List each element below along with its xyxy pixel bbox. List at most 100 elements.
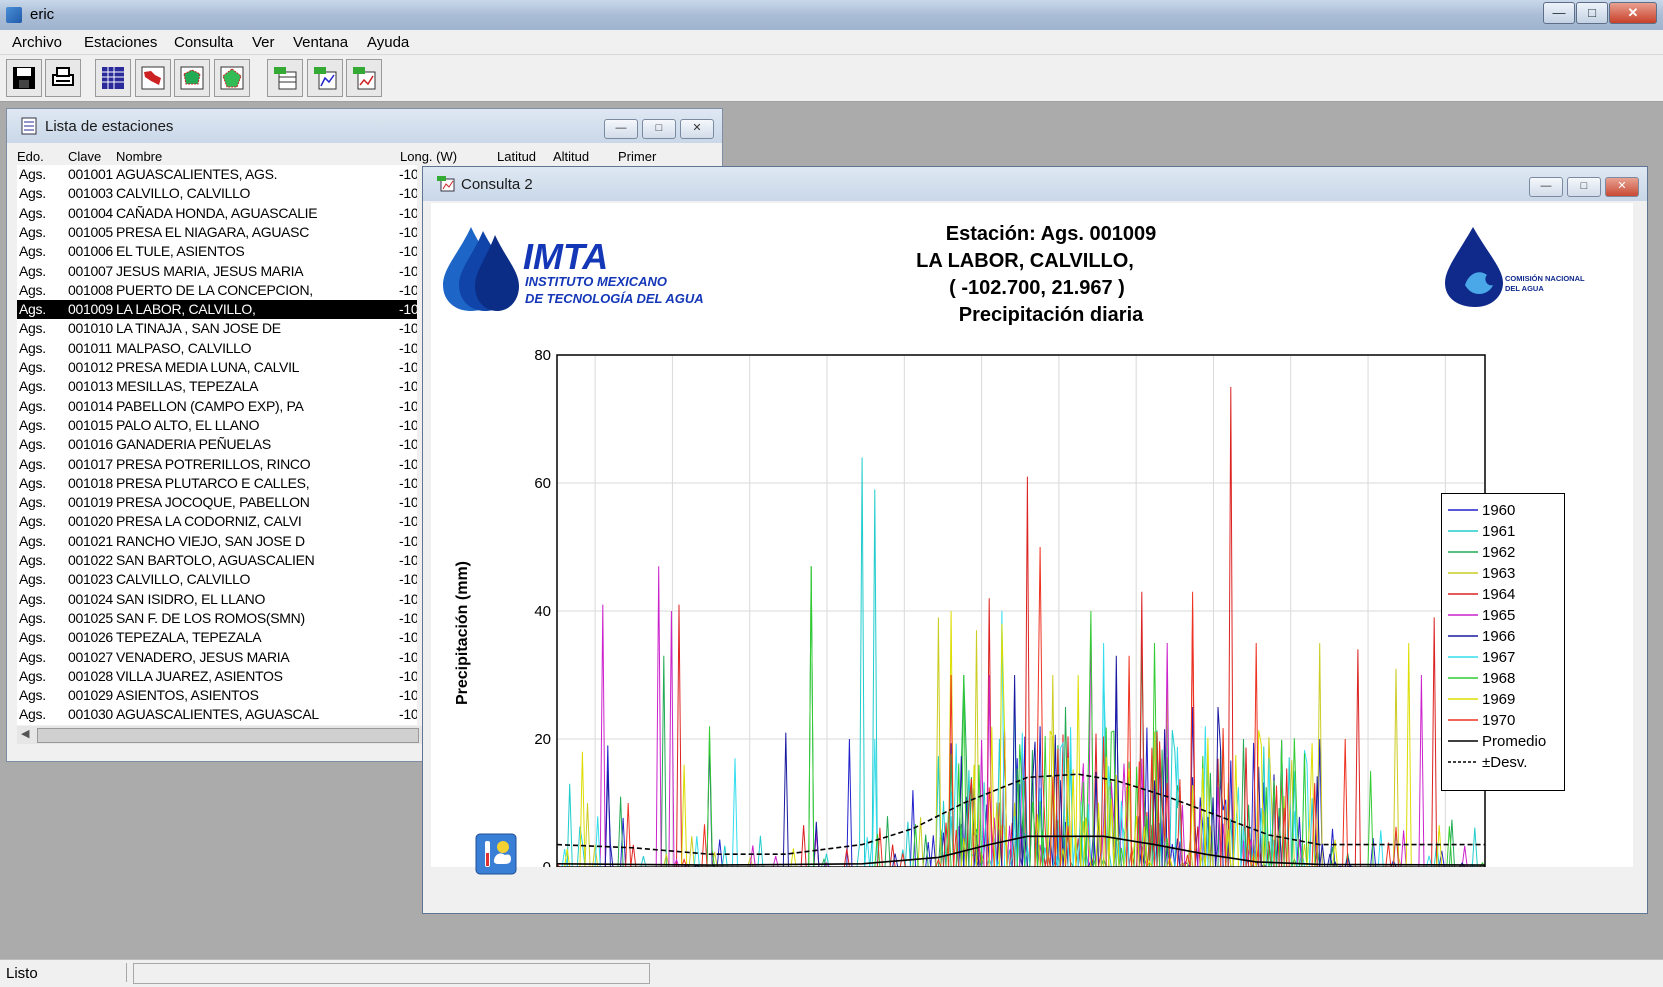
- map-icon: [141, 66, 165, 90]
- table-row[interactable]: Ags. 001008 PUERTO DE LA CONCEPCION, -10: [17, 281, 417, 300]
- printer-icon: [52, 67, 74, 86]
- table-row[interactable]: Ags. 001021 RANCHO VIEJO, SAN JOSE D -10: [17, 532, 417, 551]
- column-primer[interactable]: Primer: [618, 149, 657, 164]
- cell-nombre: PRESA PLUTARCO E CALLES,: [116, 474, 310, 491]
- scroll-left-arrow-icon[interactable]: ◀: [21, 728, 30, 740]
- table-row[interactable]: Ags. 001026 TEPEZALA, TEPEZALA -10: [17, 628, 417, 647]
- legend-swatch: [1448, 572, 1478, 574]
- print-button[interactable]: [45, 59, 81, 97]
- cell-edo: Ags.: [19, 436, 46, 453]
- cell-nombre: PRESA MEDIA LUNA, CALVIL: [116, 359, 300, 375]
- consulta-maximize-button[interactable]: □: [1567, 177, 1601, 197]
- column-altitud[interactable]: Altitud: [553, 149, 590, 164]
- cell-long: -10: [399, 223, 417, 240]
- station-list-button[interactable]: [95, 59, 131, 97]
- table-row[interactable]: Ags. 001012 PRESA MEDIA LUNA, CALVIL -10: [17, 358, 417, 377]
- menu-ayuda[interactable]: Ayuda: [367, 34, 410, 51]
- table-row[interactable]: Ags. 001006 EL TULE, ASIENTOS -10: [17, 242, 417, 261]
- consulta-close-button[interactable]: ✕: [1605, 177, 1639, 197]
- cell-long: -10: [399, 416, 417, 433]
- table-row[interactable]: Ags. 001004 CAÑADA HONDA, AGUASCALIE -10: [17, 204, 417, 223]
- cell-clave: 001021: [68, 532, 113, 549]
- cell-clave: 001016: [68, 436, 113, 453]
- table-row[interactable]: Ags. 001028 VILLA JUAREZ, ASIENTOS -10: [17, 667, 417, 686]
- table-row[interactable]: Ags. 001029 ASIENTOS, ASIENTOS -10: [17, 686, 417, 705]
- map-button[interactable]: [135, 59, 171, 97]
- table-row[interactable]: Ags. 001007 JESUS MARIA, JESUS MARIA -10: [17, 262, 417, 281]
- stations-minimize-button[interactable]: —: [604, 119, 638, 139]
- menu-ver[interactable]: Ver: [252, 34, 275, 51]
- series-line-1967: [557, 610, 1485, 867]
- table-row[interactable]: Ags. 001001 AGUASCALIENTES, AGS. -10: [17, 165, 417, 184]
- horizontal-scrollbar[interactable]: ◀: [17, 726, 427, 744]
- query-chart-button[interactable]: [307, 59, 343, 97]
- cell-long: -10: [399, 532, 417, 549]
- polygon-map-button[interactable]: [214, 59, 250, 97]
- table-row[interactable]: Ags. 001020 PRESA LA CODORNIZ, CALVI -10: [17, 512, 417, 531]
- legend-swatch: [1448, 635, 1478, 637]
- table-row[interactable]: Ags. 001005 PRESA EL NIAGARA, AGUASC -10: [17, 223, 417, 242]
- cell-edo: Ags.: [19, 571, 46, 588]
- cell-nombre: GANADERIA PEÑUELAS: [116, 436, 271, 453]
- menu-estaciones[interactable]: Estaciones: [84, 34, 158, 51]
- scroll-thumb[interactable]: [37, 728, 419, 743]
- legend-item: 1964: [1442, 584, 1564, 604]
- cell-clave: 001012: [68, 359, 113, 375]
- table-row[interactable]: Ags. 001011 MALPASO, CALVILLO -10: [17, 339, 417, 358]
- table-row[interactable]: Ags. 001024 SAN ISIDRO, EL LLANO -10: [17, 590, 417, 609]
- table-row[interactable]: Ags. 001027 VENADERO, JESUS MARIA -10: [17, 648, 417, 667]
- cell-nombre: VILLA JUAREZ, ASIENTOS: [116, 667, 283, 684]
- stations-maximize-button[interactable]: □: [642, 119, 676, 139]
- menu-consulta[interactable]: Consulta: [174, 34, 234, 51]
- query-graph-button[interactable]: [346, 59, 382, 97]
- maximize-button[interactable]: □: [1576, 2, 1608, 24]
- cell-nombre: SAN F. DE LOS ROMOS(SMN): [116, 609, 305, 626]
- table-row[interactable]: Ags. 001015 PALO ALTO, EL LLANO -10: [17, 416, 417, 435]
- table-row[interactable]: Ags. 001014 PABELLON (CAMPO EXP), PA -10: [17, 397, 417, 416]
- column-edo[interactable]: Edo.: [17, 149, 44, 164]
- table-row[interactable]: Ags. 001003 CALVILLO, CALVILLO -10: [17, 184, 417, 203]
- table-row[interactable]: Ags. 001022 SAN BARTOLO, AGUASCALIEN -10: [17, 551, 417, 570]
- table-row[interactable]: Ags. 001016 GANADERIA PEÑUELAS -10: [17, 435, 417, 454]
- cell-edo: Ags.: [19, 590, 46, 607]
- cell-edo: Ags.: [19, 223, 46, 240]
- cell-nombre: CALVILLO, CALVILLO: [116, 185, 251, 202]
- close-button[interactable]: ✕: [1609, 2, 1657, 24]
- table-row[interactable]: Ags. 001010 LA TINAJA , SAN JOSE DE -10: [17, 319, 417, 338]
- cell-clave: 001001: [68, 166, 113, 182]
- column-clave[interactable]: Clave: [68, 149, 102, 164]
- column-nombre[interactable]: Nombre: [116, 149, 163, 164]
- save-button[interactable]: [6, 59, 42, 97]
- column-latitud[interactable]: Latitud: [497, 149, 537, 164]
- legend-item: 1960: [1442, 500, 1564, 520]
- weather-station-icon[interactable]: [475, 833, 517, 875]
- cell-edo: Ags.: [19, 494, 46, 511]
- cell-nombre: RANCHO VIEJO, SAN JOSE D: [116, 532, 305, 549]
- table-row[interactable]: Ags. 001013 MESILLAS, TEPEZALA -10: [17, 377, 417, 396]
- legend-swatch: [1448, 698, 1478, 700]
- legend-item: Promedio: [1442, 731, 1564, 751]
- table-row[interactable]: Ags. 001025 SAN F. DE LOS ROMOS(SMN) -10: [17, 609, 417, 628]
- cell-nombre: SAN BARTOLO, AGUASCALIEN: [116, 552, 315, 568]
- cell-long: -10: [399, 204, 417, 221]
- region-map-button[interactable]: [174, 59, 210, 97]
- minimize-button[interactable]: —: [1543, 2, 1575, 24]
- cell-nombre: LA LABOR, CALVILLO,: [116, 301, 256, 318]
- stations-close-button[interactable]: ✕: [680, 119, 714, 139]
- chart-area: IMTA INSTITUTO MEXICANO DE TECNOLOGÍA DE…: [431, 203, 1633, 875]
- cell-clave: 001020: [68, 513, 113, 530]
- table-row[interactable]: Ags. 001009 LA LABOR, CALVILLO, -10: [17, 300, 417, 320]
- consulta-minimize-button[interactable]: —: [1529, 177, 1563, 197]
- table-row[interactable]: Ags. 001017 PRESA POTRERILLOS, RINCO -10: [17, 455, 417, 474]
- query-table-button[interactable]: [267, 59, 303, 97]
- menu-archivo[interactable]: Archivo: [12, 34, 63, 51]
- table-row[interactable]: Ags. 001018 PRESA PLUTARCO E CALLES, -10: [17, 474, 417, 493]
- cna-logo: COMISIÓN NACIONAL DEL AGUA: [1445, 227, 1585, 307]
- column-long[interactable]: Long. (W): [400, 149, 458, 164]
- table-row[interactable]: Ags. 001019 PRESA JOCOQUE, PABELLON -10: [17, 493, 417, 512]
- app-titlebar: eric — □ ✕: [0, 0, 1663, 30]
- station-list[interactable]: Ags. 001001 AGUASCALIENTES, AGS. -10 Ags. 001…: [17, 165, 417, 725]
- menu-ventana[interactable]: Ventana: [293, 34, 349, 51]
- table-row[interactable]: Ags. 001023 CALVILLO, CALVILLO -10: [17, 570, 417, 589]
- table-row[interactable]: Ags. 001030 AGUASCALIENTES, AGUASCAL -10: [17, 705, 417, 724]
